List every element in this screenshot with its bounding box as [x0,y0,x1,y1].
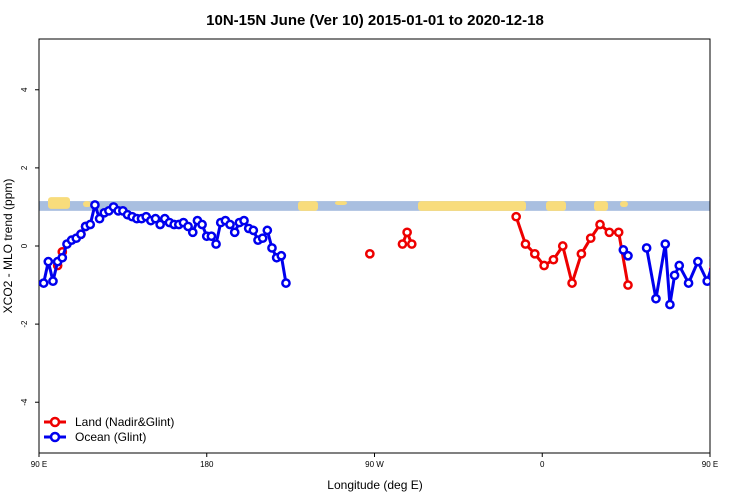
map-land-africa [418,201,526,211]
legend-land-label: Land (Nadir&Glint) [75,415,174,429]
data-point [739,223,746,230]
map-land-southeast-asia-east [594,201,608,211]
y-tick-label: -4 [20,398,29,406]
data-point [57,252,68,263]
data-point [623,280,633,290]
data-point [39,278,49,288]
map-land-caribbean [335,201,347,205]
data-point [702,276,710,286]
map-ocean-band [39,201,710,211]
map-land-southeast-asia [48,197,70,209]
data-point [225,219,235,230]
legend-ocean-label: Ocean (Glint) [75,430,146,444]
data-point [744,221,750,228]
data-point [155,219,166,230]
data-point [48,276,58,287]
data-point [281,278,291,288]
x-tick-label: 90 W [365,460,384,469]
x-tick-label: 0 [540,460,545,469]
map-land-philippines [620,201,628,207]
data-point [744,262,750,269]
data-point [557,241,568,251]
data-point [548,254,559,265]
data-point [150,213,161,224]
x-axis-label: Longitude (deg E) [327,478,422,492]
data-point [187,227,198,238]
data-point [693,256,703,267]
data-point [683,278,694,288]
axes: 90 E 180 90 W 0 90 E -4 -2 0 2 4 [20,87,718,469]
data-point [206,231,217,242]
data-point [709,256,710,260]
legend-land-marker [49,416,61,428]
data-point [585,233,596,244]
data-point [211,239,221,249]
data-point [595,219,605,230]
x-tick-label: 90 E [702,460,718,469]
data-point [520,239,531,249]
data-point [618,245,629,255]
data-point [623,250,633,261]
data-point [613,227,624,238]
map-land-pacific-island [83,201,91,207]
y-tick-label: 2 [20,165,29,170]
data-point [674,260,685,271]
data-point [90,200,100,210]
data-point [604,227,615,238]
data-point [529,248,540,259]
data-point [660,239,671,249]
map-land-central-america [298,201,318,211]
background-map [39,197,710,211]
x-tick-label: 180 [200,460,214,469]
data-point [708,266,710,273]
legend: Land (Nadir&Glint) Ocean (Glint) [44,415,174,444]
data-point [725,237,732,244]
data-point [239,215,249,226]
data-point [716,240,723,247]
data-point [651,293,661,304]
series-layer [39,200,750,310]
series-line [42,260,60,284]
y-tick-label: -2 [20,320,29,328]
legend-ocean-marker [49,431,61,443]
data-point [539,260,549,271]
data-point [197,219,207,230]
data-point [94,213,105,224]
data-point [76,229,86,240]
data-point [397,239,408,249]
series-1 [39,200,750,310]
data-point [364,248,375,259]
data-point [262,225,273,236]
data-point [567,278,577,288]
plot-frame [38,38,711,454]
data-point [183,221,193,232]
data-point [730,233,737,240]
y-tick-label: 4 [20,87,29,92]
data-point [576,248,587,259]
y-axis-label: XCO2 - MLO trend (ppm) [1,179,15,314]
data-point [665,299,675,310]
map-land-india [546,201,566,211]
chart-title: 10N-15N June (Ver 10) 2015-01-01 to 2020… [206,12,544,29]
data-point [734,229,741,236]
data-point [669,270,680,281]
data-point [43,256,54,267]
data-point [257,233,268,244]
y-tick-label: 0 [20,243,29,248]
series-line [645,242,710,307]
data-point [406,239,417,249]
data-point [85,219,96,230]
data-point [276,250,287,261]
x-tick-label: 90 E [31,460,47,469]
data-point [267,243,277,253]
data-point [641,243,652,253]
data-point [248,225,259,236]
data-point [511,211,522,222]
data-point [402,227,412,238]
data-point [229,227,240,238]
